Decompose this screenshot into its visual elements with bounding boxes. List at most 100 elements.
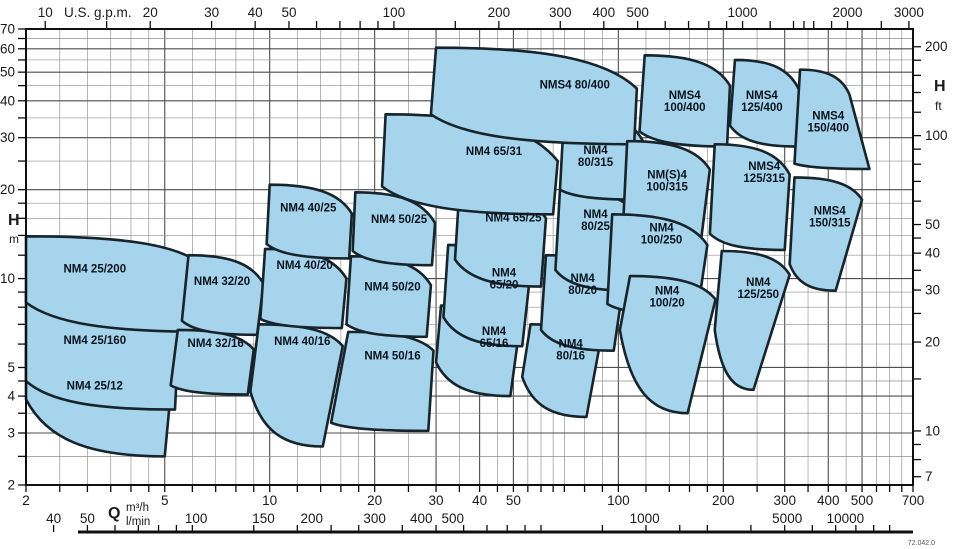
pump-regions (24, 46, 871, 458)
axis-tick-label: 3000 (894, 5, 924, 20)
axis-tick-label: 4 (7, 389, 15, 404)
pump-label-nm4-65-25: NM4 65/25 (485, 212, 542, 224)
axis-tick-label: 700 (902, 493, 925, 508)
pump-label-nm4-25-160: NM4 25/160 (63, 335, 126, 347)
axis-tick-label: 50 (80, 511, 95, 526)
pump-label-nm4-25-12: NM4 25/12 (67, 380, 123, 392)
pump-region-nms4-125-315[interactable] (708, 142, 791, 252)
pump-region-nms4-100-400[interactable] (638, 54, 732, 148)
axis-unit-m3h: m³/h (126, 502, 149, 514)
axis-tick-label: 10 (0, 271, 15, 286)
axis-tick-label: 2 (22, 493, 30, 508)
axis-right-ft: 7 10 20 30 40 50 100 200 Hft (913, 39, 948, 484)
axis-tick-label: 1000 (728, 5, 758, 20)
pump-label-nms4-80-400: NMS4 80/400 (540, 79, 610, 91)
axis-tick-label: 10 (38, 5, 53, 20)
pump-label-nm4-40-20: NM4 40/20 (277, 260, 333, 272)
axis-tick-label: 200 (712, 493, 735, 508)
axis-unit-lmin: l/min (126, 516, 150, 528)
axis-tick-label: 100 (925, 128, 948, 143)
pump-label-nms4-125-315: NMS4 125/315 (743, 161, 785, 185)
pump-region-nm4-100-20[interactable] (618, 274, 717, 415)
axis-tick-label: 50 (506, 493, 521, 508)
axis-tick-label: 400 (817, 493, 840, 508)
axis-tick-label: 20 (367, 493, 382, 508)
drawing-code: 72.042.0 (907, 540, 935, 547)
axis-tick-label: 5 (7, 360, 15, 375)
pump-label-nm4-80-25: NM4 80/25 (581, 209, 610, 233)
pump-label-nm4-65-31: NM4 65/31 (466, 146, 523, 158)
axis-tick-label: 2 (7, 478, 15, 493)
axis-tick-label: 40 (46, 511, 61, 526)
axis-tick-label: 100 (383, 5, 406, 20)
axis-tick-label: 20 (925, 335, 940, 350)
pump-label-nms4-150-315: NMS4 150/315 (809, 206, 851, 230)
axis-tick-label: 10 (262, 493, 277, 508)
axis-tick-label: 10000 (827, 511, 865, 526)
axis-unit-m: m (9, 232, 19, 246)
axis-title-usgpm: U.S. g.p.m. (64, 5, 132, 20)
pump-region-nm4-40-25[interactable] (265, 183, 354, 260)
pump-label-nm4-50-20: NM4 50/20 (364, 282, 420, 294)
pump-label-nm4-40-16: NM4 40/16 (274, 336, 330, 348)
pump-region-nms4-150-400[interactable] (793, 68, 871, 171)
axis-tick-label: 100 (607, 493, 630, 508)
pump-label-nm4-125-250: NM4 125/250 (738, 277, 780, 301)
axis-tick-label: 70 (0, 22, 15, 37)
axis-left-m: 2 3 4 5 10 20 30 40 50 60 70 Hm (0, 22, 26, 493)
axis-tick-label: 7 (925, 469, 933, 484)
axis-tick-label: 3 (7, 425, 15, 440)
pump-label-nm4-100-250: NM4 100/250 (641, 223, 683, 247)
pump-label-nm-s-4-100-315: NM(S)4 100/315 (646, 169, 688, 193)
pump-label-nms4-100-400: NMS4 100/400 (664, 90, 706, 114)
axis-tick-label: 300 (549, 5, 572, 20)
pump-region-nm4-25-200[interactable] (24, 235, 209, 334)
axis-tick-label: 5 (161, 493, 169, 508)
pump-region-nms4-150-315[interactable] (788, 176, 864, 292)
pump-label-nm4-25-200: NM4 25/200 (63, 264, 126, 276)
axis-tick-label: 30 (204, 5, 219, 20)
axis-tick-label: 40 (472, 493, 487, 508)
pump-label-nm4-40-25: NM4 40/25 (280, 203, 337, 215)
axis-title-q: Q (108, 505, 120, 522)
axis-tick-label: 300 (773, 493, 796, 508)
axis-tick-label: 40 (248, 5, 263, 20)
pump-label-nm4-50-25: NM4 50/25 (371, 214, 428, 226)
pump-label-nm4-80-20: NM4 80/20 (568, 273, 597, 297)
pump-label-nm4-32-20: NM4 32/20 (194, 276, 250, 288)
axis-tick-label: 200 (488, 5, 511, 20)
pump-label-nm4-80-315: NM4 80/315 (578, 145, 614, 169)
axis-tick-label: 2000 (832, 5, 862, 20)
axis-tick-label: 500 (851, 493, 874, 508)
axis-lmin: 40 50 100 150 200 300 400 500 1000 5000 10000 (46, 511, 913, 534)
axis-tick-label: 40 (925, 246, 940, 261)
pump-region-nm4-50-20[interactable] (345, 254, 433, 339)
pump-region-nm4-50-16[interactable] (329, 330, 435, 433)
axis-tick-label: 10 (925, 423, 940, 438)
axis-top-usgpm: 10 20 30 40 50 100 200 300 400 500 1000 2000 3000 U.S… (38, 5, 924, 29)
pump-region-nm4-50-25[interactable] (351, 190, 437, 267)
axis-tick-label: 60 (0, 41, 15, 56)
pump-region-nm4-32-20[interactable] (180, 253, 265, 337)
axis-tick-label: 50 (0, 65, 15, 80)
axis-tick-label: 200 (925, 39, 948, 54)
axis-tick-label: 50 (281, 5, 296, 20)
axis-tick-label: 400 (410, 511, 433, 526)
axis-tick-label: 30 (925, 283, 940, 298)
axis-tick-label: 500 (441, 511, 464, 526)
pump-label-nm4-100-20: NM4 100/20 (650, 285, 685, 309)
axis-tick-label: 500 (626, 5, 649, 20)
pump-label-nm4-50-16: NM4 50/16 (364, 350, 420, 362)
pump-region-nms4-80-400[interactable] (429, 46, 639, 146)
pump-label-nms4-125-400: NMS4 125/400 (741, 90, 783, 114)
pump-region-nm4-125-250[interactable] (713, 249, 791, 392)
axis-tick-label: 50 (925, 217, 940, 232)
axis-title-h-right: H (934, 78, 946, 95)
axis-unit-ft: ft (935, 99, 942, 113)
pump-label-nm4-65-20: NM4 65/20 (490, 268, 519, 292)
axis-tick-label: 20 (0, 182, 15, 197)
pump-label-nm4-32-16: NM4 32/16 (188, 338, 244, 350)
pump-label-nm4-80-16: NM4 80/16 (556, 339, 585, 363)
